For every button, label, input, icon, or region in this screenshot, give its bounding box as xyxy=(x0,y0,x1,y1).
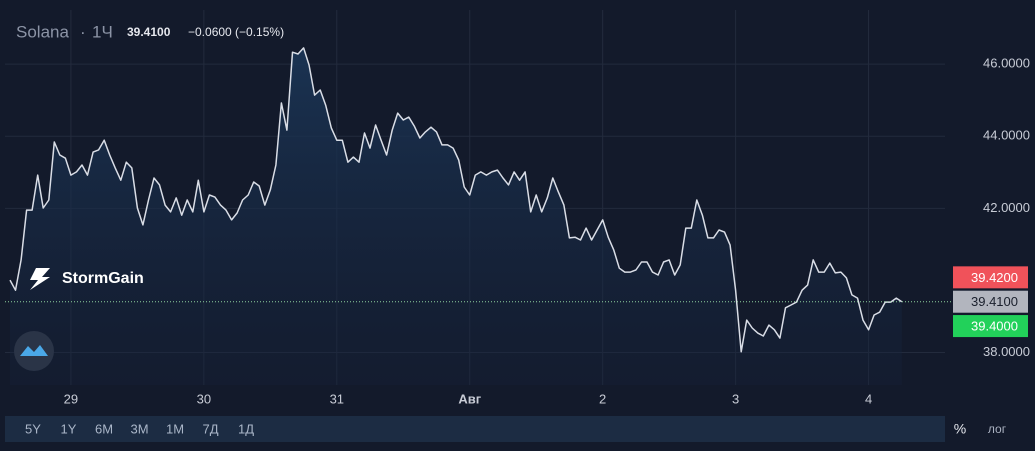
x-tick-label: 2 xyxy=(599,391,606,406)
range-button[interactable]: 1Y xyxy=(61,421,77,436)
percent-toggle[interactable]: % xyxy=(954,421,966,437)
badge-circle[interactable] xyxy=(14,331,54,371)
price-marker xyxy=(953,315,1028,338)
price-marker xyxy=(953,290,1028,313)
price-marker-label: 39.4200 xyxy=(971,270,1018,285)
price-marker-label: 39.4000 xyxy=(971,319,1018,334)
price-marker xyxy=(953,266,1028,289)
range-button[interactable]: 7Д xyxy=(202,421,218,436)
badge[interactable] xyxy=(14,331,54,371)
interval: 1Ч xyxy=(92,22,113,41)
y-tick-label: 42.0000 xyxy=(983,200,1030,215)
plot xyxy=(5,47,953,386)
range-button[interactable]: 1Д xyxy=(238,421,254,436)
area-fill xyxy=(10,47,902,386)
x-tick-label: 3 xyxy=(732,391,739,406)
range-button[interactable]: 6M xyxy=(95,421,113,436)
axes: 38.0000 42.0000 44.0000 46.0000 29 30 31 Авг 2 3 4… xyxy=(64,56,1030,407)
header-price: 39.4100 xyxy=(127,25,171,39)
brand-logo: StormGain xyxy=(30,268,144,290)
log-toggle[interactable]: лог xyxy=(988,422,1007,436)
x-tick-label: 4 xyxy=(865,391,872,406)
price-line xyxy=(9,47,903,353)
brand-name: StormGain xyxy=(62,270,144,287)
badge-icon xyxy=(20,345,48,356)
price-marker-label: 39.4100 xyxy=(971,294,1018,309)
y-tick-label: 44.0000 xyxy=(983,128,1030,143)
x-tick-label: 30 xyxy=(197,391,211,406)
y-tick-label: 38.0000 xyxy=(983,344,1030,359)
y-tick-label: 46.0000 xyxy=(983,56,1030,71)
toolbar-buttons: 5Y 1Y 6M 3M 1M 7Д 1Д xyxy=(25,421,254,436)
toolbar xyxy=(5,416,945,442)
x-tick-label: Авг xyxy=(458,391,481,406)
x-tick-label: 31 xyxy=(330,391,344,406)
brand-icon xyxy=(30,268,50,290)
symbol: Solana xyxy=(16,22,69,41)
x-tick-label: 29 xyxy=(64,391,78,406)
range-button[interactable]: 1M xyxy=(166,421,184,436)
separator: · xyxy=(80,22,86,41)
range-button[interactable]: 3M xyxy=(130,421,148,436)
header-change: −0.0600 (−0.15%) xyxy=(188,25,284,39)
range-button[interactable]: 5Y xyxy=(25,421,41,436)
